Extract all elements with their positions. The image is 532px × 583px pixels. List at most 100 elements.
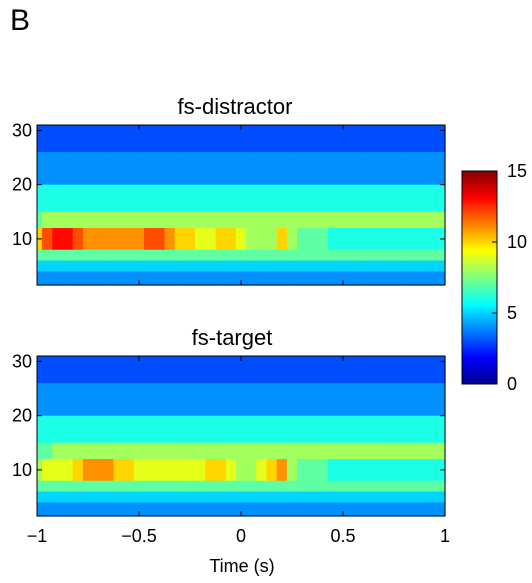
heatmap-cell	[358, 442, 370, 460]
heatmap-cell	[195, 228, 206, 251]
heatmap-cell	[286, 459, 298, 482]
heatmap-cell	[93, 152, 104, 186]
heatmap-cell	[276, 356, 288, 384]
heatmap-cell	[388, 152, 400, 186]
heatmap-cell	[174, 383, 186, 417]
heatmap-cell	[103, 480, 115, 493]
heatmap-cell	[307, 152, 319, 186]
heatmap-cell	[286, 249, 298, 262]
heatmap-cell	[409, 502, 421, 517]
heatmap-cell	[164, 480, 176, 493]
heatmap-cell	[42, 125, 53, 153]
heatmap-cell	[327, 491, 339, 504]
heatmap-cell	[419, 184, 431, 213]
heatmap-cell	[62, 442, 74, 460]
heatmap-cell	[123, 480, 135, 493]
heatmap-cell	[144, 491, 155, 504]
heatmap-cell	[52, 125, 64, 153]
heatmap-cell	[42, 480, 53, 493]
heatmap-cell	[235, 271, 247, 286]
heatmap-cell	[52, 228, 64, 251]
heatmap-cell	[297, 442, 308, 460]
heatmap-cell	[297, 125, 308, 153]
heatmap-cell	[62, 356, 74, 384]
heatmap-cell	[133, 271, 145, 286]
heatmap-cell	[246, 502, 257, 517]
heatmap-cell	[235, 442, 247, 460]
heatmap-cell	[246, 491, 257, 504]
heatmap-cell	[184, 442, 196, 460]
heatmap-cell	[103, 260, 115, 273]
colorbar-tick-label: 5	[507, 303, 517, 323]
heatmap-cell	[399, 459, 410, 482]
heatmap-cell	[184, 459, 196, 482]
heatmap-cell	[62, 152, 74, 186]
heatmap-cell	[205, 415, 217, 444]
heatmap-cell	[388, 502, 400, 517]
heatmap-cell	[164, 184, 176, 213]
heatmap-cell	[317, 415, 329, 444]
y-tick-label: 10	[12, 229, 32, 249]
heatmap-cell	[225, 459, 237, 482]
heatmap-cell	[256, 228, 268, 251]
heatmap-cell	[154, 271, 166, 286]
heatmap-cell	[82, 459, 94, 482]
heatmap-cell	[195, 356, 206, 384]
heatmap-cell	[378, 502, 390, 517]
heatmap-cell	[337, 502, 349, 517]
heatmap-cell	[215, 480, 227, 493]
heatmap-cell	[72, 125, 84, 153]
heatmap-cell	[399, 228, 410, 251]
heatmap-cell	[113, 260, 125, 273]
heatmap-cell	[429, 184, 441, 213]
heatmap-cell	[368, 211, 380, 229]
heatmap-cell	[297, 383, 308, 417]
heatmap-cell	[337, 480, 349, 493]
heatmap-cell	[195, 249, 206, 262]
heatmap-cell	[378, 271, 390, 286]
heatmap-cell	[235, 152, 247, 186]
heatmap-cell	[378, 125, 390, 153]
heatmap-cell	[256, 271, 268, 286]
heatmap-cell	[184, 480, 196, 493]
heatmap-cell	[82, 480, 94, 493]
heatmap-cell	[307, 383, 319, 417]
panel-letter: B	[10, 4, 31, 37]
heatmap-cell	[348, 152, 359, 186]
heatmap-cell	[297, 184, 308, 213]
heatmap-cell	[62, 271, 74, 286]
heatmap-cell	[205, 249, 217, 262]
heatmap-cell	[133, 491, 145, 504]
heatmap-cell	[317, 459, 329, 482]
heatmap-cell	[52, 184, 64, 213]
heatmap-cell	[246, 383, 257, 417]
heatmap-cell	[62, 383, 74, 417]
heatmap-cell	[103, 502, 115, 517]
heatmap-cell	[235, 502, 247, 517]
heatmap-cell	[184, 260, 196, 273]
heatmap-cell	[307, 502, 319, 517]
heatmap-cell	[439, 491, 446, 504]
heatmap-cell	[62, 502, 74, 517]
heatmap-cell	[205, 459, 217, 482]
heatmap-cell	[348, 502, 359, 517]
heatmap-cell	[72, 442, 84, 460]
heatmap-cell	[113, 383, 125, 417]
heatmap-cell	[235, 383, 247, 417]
heatmap-cell	[123, 491, 135, 504]
heatmap-cell	[276, 383, 288, 417]
heatmap-cell	[174, 459, 186, 482]
heatmap-cell	[348, 480, 359, 493]
heatmap-cell	[286, 228, 298, 251]
heatmap-cell	[276, 271, 288, 286]
heatmap-cell	[297, 459, 308, 482]
heatmap-cell	[439, 442, 446, 460]
heatmap-cell	[113, 356, 125, 384]
heatmap-cell	[368, 260, 380, 273]
heatmap-cell	[205, 480, 217, 493]
heatmap-cell	[174, 415, 186, 444]
heatmap-cell	[368, 228, 380, 251]
heatmap-cell	[307, 480, 319, 493]
heatmap-cell	[419, 125, 431, 153]
heatmap-cell	[42, 271, 53, 286]
